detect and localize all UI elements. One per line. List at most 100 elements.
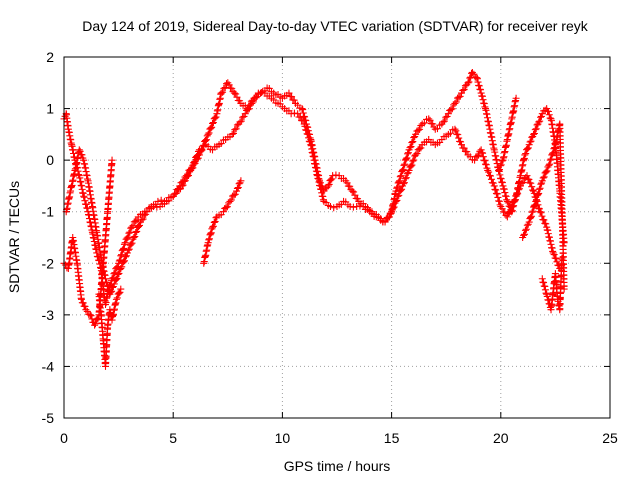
data-point bbox=[76, 147, 84, 155]
data-point bbox=[533, 121, 541, 129]
data-point bbox=[473, 74, 481, 82]
data-point bbox=[126, 228, 134, 236]
series-track-a bbox=[60, 68, 568, 309]
data-point bbox=[75, 146, 83, 154]
data-point bbox=[463, 148, 471, 156]
y-tick-label: -1 bbox=[42, 204, 55, 220]
data-point bbox=[232, 90, 240, 98]
data-point bbox=[128, 239, 136, 247]
data-point bbox=[356, 202, 364, 210]
y-tick-label: 0 bbox=[46, 152, 54, 168]
data-point bbox=[442, 113, 450, 121]
data-point bbox=[532, 197, 540, 205]
data-point bbox=[498, 179, 506, 187]
data-point bbox=[211, 218, 219, 226]
data-point bbox=[402, 174, 410, 182]
data-point bbox=[180, 177, 188, 185]
data-point bbox=[477, 146, 485, 154]
data-point bbox=[546, 160, 554, 168]
data-point bbox=[503, 196, 511, 204]
data-point bbox=[178, 178, 186, 186]
data-point bbox=[217, 89, 225, 97]
data-point bbox=[508, 202, 516, 210]
data-point bbox=[538, 275, 546, 283]
data-point bbox=[496, 201, 504, 209]
data-point bbox=[500, 185, 508, 193]
data-point bbox=[114, 270, 122, 278]
data-point bbox=[401, 160, 409, 168]
data-point bbox=[528, 133, 536, 141]
data-point bbox=[230, 191, 238, 199]
x-tick-label: 25 bbox=[602, 430, 618, 446]
data-point bbox=[346, 182, 354, 190]
data-point bbox=[111, 269, 119, 277]
data-point bbox=[206, 125, 214, 133]
data-point bbox=[429, 120, 437, 128]
data-point bbox=[530, 130, 538, 138]
data-point bbox=[285, 89, 293, 97]
data-point bbox=[535, 185, 543, 193]
data-point bbox=[244, 106, 252, 114]
data-point bbox=[496, 162, 504, 170]
data-point bbox=[351, 191, 359, 199]
data-point bbox=[236, 118, 244, 126]
data-point bbox=[505, 208, 513, 216]
data-point bbox=[392, 197, 400, 205]
data-point bbox=[110, 280, 118, 288]
data-point bbox=[524, 144, 532, 152]
data-point bbox=[519, 178, 527, 186]
data-point bbox=[520, 231, 528, 239]
data-point bbox=[248, 99, 256, 107]
data-point bbox=[395, 178, 403, 186]
chart-title: Day 124 of 2019, Sidereal Day-to-day VTE… bbox=[82, 18, 588, 34]
y-tick-label: -4 bbox=[42, 358, 55, 374]
data-point bbox=[221, 84, 229, 92]
data-point bbox=[479, 153, 487, 161]
y-tick-label: 2 bbox=[46, 49, 54, 65]
data-point bbox=[306, 138, 314, 146]
data-point bbox=[207, 230, 215, 238]
data-point bbox=[245, 105, 253, 113]
data-point bbox=[495, 166, 503, 174]
data-point bbox=[186, 165, 194, 173]
data-point bbox=[82, 306, 90, 314]
data-point bbox=[426, 116, 434, 124]
data-point bbox=[558, 254, 566, 262]
data-point bbox=[506, 207, 514, 215]
data-point bbox=[108, 156, 116, 164]
data-point bbox=[525, 218, 533, 226]
data-point bbox=[86, 311, 94, 319]
data-point bbox=[81, 302, 89, 310]
data-point bbox=[332, 171, 340, 179]
data-point bbox=[237, 117, 245, 125]
data-point bbox=[353, 203, 361, 211]
data-point bbox=[82, 200, 90, 208]
data-point bbox=[452, 98, 460, 106]
data-point bbox=[540, 216, 548, 224]
data-point bbox=[498, 157, 506, 165]
data-point bbox=[447, 106, 455, 114]
data-point bbox=[482, 161, 490, 169]
data-point bbox=[115, 269, 123, 277]
x-axis-label: GPS time / hours bbox=[284, 458, 391, 474]
data-point bbox=[396, 173, 404, 181]
data-point bbox=[211, 114, 219, 122]
data-point bbox=[497, 175, 505, 183]
data-point bbox=[407, 162, 415, 170]
data-point bbox=[346, 203, 354, 211]
data-point bbox=[416, 145, 424, 153]
data-point bbox=[139, 215, 147, 223]
data-point bbox=[522, 225, 530, 233]
data-point bbox=[538, 212, 546, 220]
data-point bbox=[232, 125, 240, 133]
data-point bbox=[521, 151, 529, 159]
x-tick-label: 15 bbox=[384, 430, 400, 446]
data-point bbox=[514, 190, 522, 198]
data-point bbox=[542, 168, 550, 176]
data-point bbox=[512, 94, 520, 102]
data-point bbox=[207, 124, 215, 132]
data-point bbox=[328, 175, 336, 183]
data-point bbox=[223, 203, 231, 211]
data-point bbox=[290, 109, 298, 117]
data-point bbox=[440, 117, 448, 125]
